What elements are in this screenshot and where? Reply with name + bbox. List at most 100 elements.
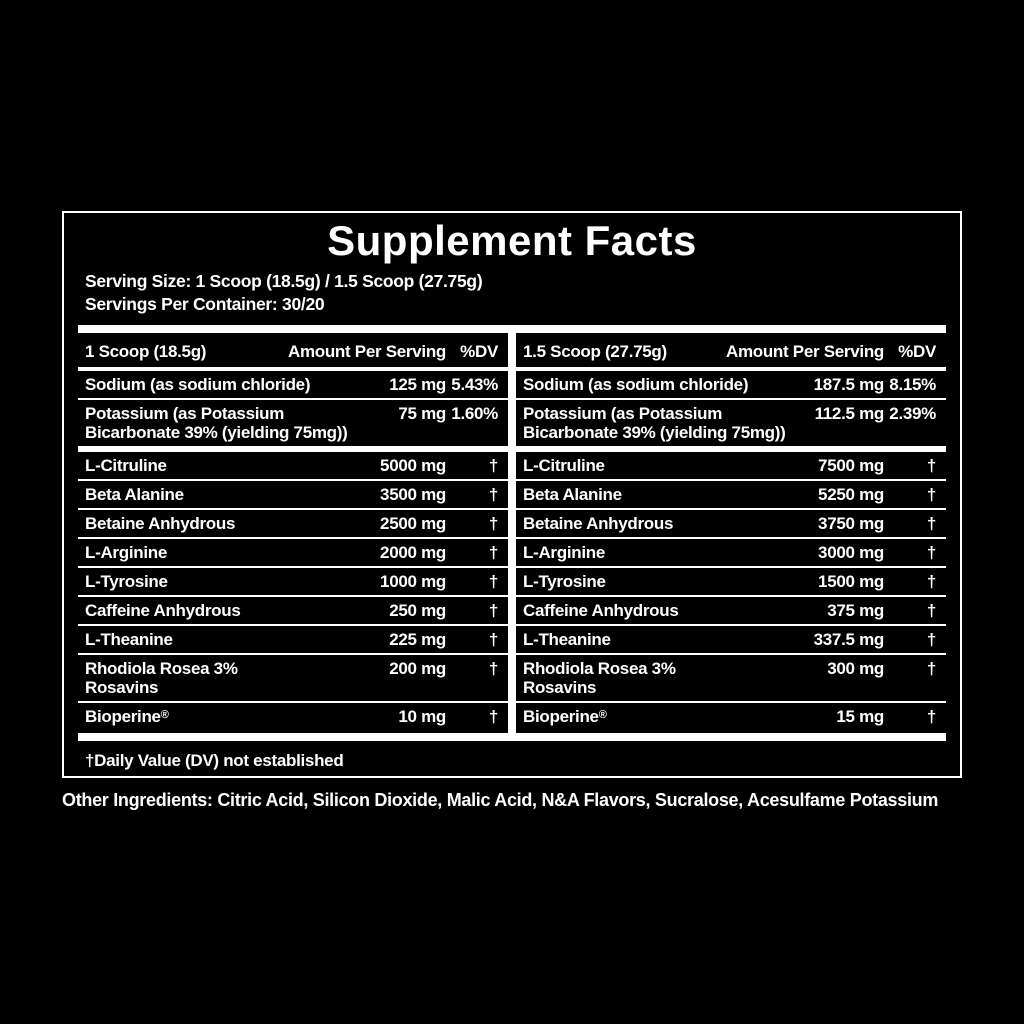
nutrient-amount: 5000 mg (380, 456, 446, 476)
nutrient-name: Sodium (as sodium chloride) (523, 375, 749, 395)
daily-value-footnote: †Daily Value (DV) not established (85, 751, 344, 771)
row-bioperine: Bioperine® 15 mg † (516, 701, 946, 733)
column-header: 1.5 Scoop (27.75g) Amount Per Serving %D… (516, 333, 946, 372)
nutrient-name: L-Tyrosine (523, 572, 606, 592)
nutrient-dv: † (926, 572, 936, 592)
mineral-rows: Sodium (as sodium chloride) 187.5 mg 8.1… (516, 371, 946, 446)
nutrient-amount: 1500 mg (818, 572, 884, 592)
nutrient-amount: 7500 mg (818, 456, 884, 476)
nutrient-amount: 3000 mg (818, 543, 884, 563)
nutrient-name: Betaine Anhydrous (85, 514, 236, 534)
registered-trademark-symbol: ® (598, 709, 607, 722)
row-caffeine-anhydrous: Caffeine Anhydrous 250 mg † (78, 595, 508, 624)
row-sodium: Sodium (as sodium chloride) 187.5 mg 8.1… (516, 371, 946, 398)
nutrient-dv: † (926, 659, 936, 679)
row-l-arginine: L-Arginine 3000 mg † (516, 537, 946, 566)
row-caffeine-anhydrous: Caffeine Anhydrous 375 mg † (516, 595, 946, 624)
scoop-size-label: 1 Scoop (18.5g) (85, 342, 207, 362)
row-bioperine: Bioperine® 10 mg † (78, 701, 508, 733)
nutrient-name: Caffeine Anhydrous (523, 601, 679, 621)
nutrient-dv: † (926, 601, 936, 621)
nutrient-name-line2: Bicarbonate 39% (yielding 75mg)) (85, 423, 348, 443)
nutrient-dv: † (926, 485, 936, 505)
nutrient-amount: 2500 mg (380, 514, 446, 534)
row-l-tyrosine: L-Tyrosine 1000 mg † (78, 566, 508, 595)
row-potassium: Potassium (as Potassium 75 mg 1.60% Bica… (78, 398, 508, 446)
nutrient-name-line2: Bicarbonate 39% (yielding 75mg)) (523, 423, 786, 443)
nutrient-name: L-Citruline (523, 456, 605, 476)
nutrient-name-text: Bioperine (85, 707, 161, 727)
row-l-citruline: L-Citruline 5000 mg † (78, 452, 508, 479)
nutrient-name: Potassium (as Potassium (85, 404, 285, 424)
nutrient-dv: † (488, 514, 498, 534)
nutrient-name: L-Arginine (85, 543, 167, 563)
nutrient-amount: 125 mg (389, 375, 446, 395)
nutrient-dv: 1.60% (451, 404, 498, 424)
nutrient-amount: 187.5 mg (813, 375, 885, 395)
nutrient-dv: 2.39% (889, 404, 936, 424)
row-l-tyrosine: L-Tyrosine 1500 mg † (516, 566, 946, 595)
thick-divider-bar-mid (516, 446, 946, 453)
nutrient-amount: 10 mg (398, 707, 446, 727)
mineral-rows: Sodium (as sodium chloride) 125 mg 5.43%… (78, 371, 508, 446)
nutrient-name: L-Arginine (523, 543, 605, 563)
row-betaine-anhydrous: Betaine Anhydrous 2500 mg † (78, 508, 508, 537)
supplement-facts-panel: Supplement Facts Serving Size: 1 Scoop (… (62, 211, 962, 778)
serving-info: Serving Size: 1 Scoop (18.5g) / 1.5 Scoo… (85, 270, 946, 316)
nutrient-name: Caffeine Anhydrous (85, 601, 241, 621)
nutrient-name: Sodium (as sodium chloride) (85, 375, 311, 395)
nutrient-amount: 200 mg (389, 659, 446, 679)
panel-title: Supplement Facts (327, 217, 697, 264)
amount-per-serving-label: Amount Per Serving (725, 342, 884, 362)
scoop-size-label: 1.5 Scoop (27.75g) (523, 342, 667, 362)
nutrient-amount: 75 mg (398, 404, 446, 424)
nutrient-name-line2: Rosavins (85, 678, 159, 698)
nutrient-dv: † (488, 485, 498, 505)
nutrient-amount: 15 mg (836, 707, 884, 727)
nutrient-amount: 337.5 mg (813, 630, 885, 650)
facts-columns: 1 Scoop (18.5g) Amount Per Serving %DV S… (78, 333, 946, 734)
nutrient-amount: 3750 mg (818, 514, 884, 534)
nutrient-dv: † (488, 707, 498, 727)
row-betaine-anhydrous: Betaine Anhydrous 3750 mg † (516, 508, 946, 537)
row-l-theanine: L-Theanine 337.5 mg † (516, 624, 946, 653)
nutrient-name-text: Bioperine (523, 707, 599, 727)
thick-divider-bar-top (78, 325, 946, 334)
ingredient-rows: L-Citruline 5000 mg † Beta Alanine 3500 … (78, 452, 508, 733)
nutrient-dv: † (488, 456, 498, 476)
column-header: 1 Scoop (18.5g) Amount Per Serving %DV (78, 333, 508, 372)
nutrient-amount: 112.5 mg (814, 404, 885, 424)
nutrient-dv: † (488, 601, 498, 621)
nutrient-name-line2: Rosavins (523, 678, 597, 698)
row-beta-alanine: Beta Alanine 3500 mg † (78, 479, 508, 508)
ingredient-rows: L-Citruline 7500 mg † Beta Alanine 5250 … (516, 452, 946, 733)
servings-per-container-line: Servings Per Container: 30/20 (85, 294, 325, 315)
serving-size-line: Serving Size: 1 Scoop (18.5g) / 1.5 Scoo… (85, 271, 483, 292)
nutrient-dv: † (488, 543, 498, 563)
nutrient-dv: 5.43% (451, 375, 498, 395)
column-1-5-scoop: 1.5 Scoop (27.75g) Amount Per Serving %D… (516, 333, 946, 733)
nutrient-name: Rhodiola Rosea 3% (85, 659, 238, 679)
nutrient-name: Beta Alanine (85, 485, 184, 505)
dv-label: %DV (898, 342, 936, 362)
nutrient-name: Bioperine® (523, 707, 798, 729)
nutrient-dv: † (926, 456, 936, 476)
dv-label: %DV (460, 342, 498, 362)
row-l-citruline: L-Citruline 7500 mg † (516, 452, 946, 479)
nutrient-amount: 300 mg (827, 659, 884, 679)
row-l-arginine: L-Arginine 2000 mg † (78, 537, 508, 566)
nutrient-name: Rhodiola Rosea 3% (523, 659, 676, 679)
nutrient-dv: † (488, 630, 498, 650)
nutrient-name: Beta Alanine (523, 485, 622, 505)
amount-per-serving-label: Amount Per Serving (287, 342, 446, 362)
nutrient-amount: 375 mg (827, 601, 884, 621)
nutrient-name: Betaine Anhydrous (523, 514, 674, 534)
row-l-theanine: L-Theanine 225 mg † (78, 624, 508, 653)
row-beta-alanine: Beta Alanine 5250 mg † (516, 479, 946, 508)
row-rhodiola-rosea: Rhodiola Rosea 3% 200 mg † Rosavins (78, 653, 508, 701)
thick-divider-bar-mid (78, 446, 508, 453)
nutrient-dv: † (488, 572, 498, 592)
nutrient-name: Bioperine® (85, 707, 360, 729)
other-ingredients-line: Other Ingredients: Citric Acid, Silicon … (62, 790, 939, 810)
nutrient-amount: 250 mg (389, 601, 446, 621)
